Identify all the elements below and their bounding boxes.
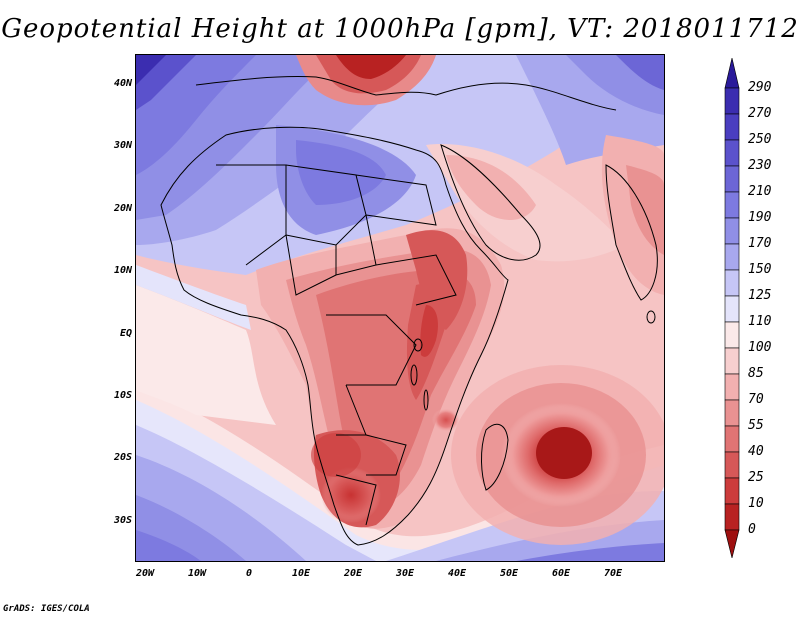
lat-label-10n: 10N [113, 265, 132, 276]
colorbar-level-label: 150 [748, 262, 772, 277]
colorbar-swatch [724, 425, 740, 453]
colorbar-swatch [724, 347, 740, 375]
colorbar-level-label: 270 [748, 106, 772, 121]
lon-label-10w: 10W [187, 568, 207, 579]
colorbar-swatch [724, 399, 740, 427]
colorbar-swatch [724, 139, 740, 167]
colorbar-level-label: 250 [748, 132, 772, 147]
colorbar-swatch [724, 373, 740, 401]
colorbar-swatch [724, 451, 740, 479]
lat-label-20s: 20S [113, 452, 132, 463]
colorbar-swatch [724, 165, 740, 193]
colorbar-swatch [724, 477, 740, 505]
colorbar-top-arrow [724, 58, 740, 89]
lon-label-60e: 60E [551, 568, 571, 579]
colorbar-level-label: 210 [748, 184, 772, 199]
lon-label-50e: 50E [499, 568, 519, 579]
colorbar-swatch [724, 87, 740, 115]
colorbar-level-label: 230 [748, 158, 772, 173]
colorbar-level-label: 0 [748, 522, 756, 537]
lat-label-30n: 30N [113, 140, 132, 151]
colorbar-level-label: 290 [748, 80, 772, 95]
colorbar-swatch [724, 295, 740, 323]
lon-label-0: 0 [245, 568, 253, 579]
lon-label-30e: 30E [395, 568, 415, 579]
colorbar-bottom-arrow [724, 529, 740, 558]
lat-label-20n: 20N [113, 203, 132, 214]
colorbar-level-label: 110 [748, 314, 772, 329]
chart-title: Geopotential Height at 1000hPa [gpm], VT… [1, 14, 799, 44]
lon-label-20e: 20E [343, 568, 363, 579]
coastlines [160, 76, 658, 546]
colorbar-swatch [724, 321, 740, 349]
colorbar-swatch [724, 191, 740, 219]
colorbar-level-label: 40 [748, 444, 764, 459]
colorbar-swatch [724, 113, 740, 141]
colorbar-level-label: 25 [748, 470, 764, 485]
lat-label-eq: EQ [119, 328, 132, 339]
colorbar-swatch [724, 243, 740, 271]
colorbar-level-label: 100 [748, 340, 772, 355]
colorbar-level-label: 55 [748, 418, 764, 433]
colorbar-level-label: 190 [748, 210, 772, 225]
colorbar-level-label: 70 [748, 392, 764, 407]
lat-label-10s: 10S [113, 390, 132, 401]
colorbar-level-label: 10 [748, 496, 764, 511]
colorbar-level-label: 85 [748, 366, 764, 381]
footer-credit: GrADS: IGES/COLA [3, 604, 90, 614]
lon-label-70e: 70E [603, 568, 623, 579]
geopotential-field [136, 55, 664, 561]
lat-label-30s: 30S [113, 515, 132, 526]
colorbar-swatch [724, 503, 740, 531]
lon-label-10e: 10E [291, 568, 311, 579]
colorbar-level-label: 170 [748, 236, 772, 251]
map-panel [135, 54, 665, 562]
lat-label-40n: 40N [113, 78, 132, 89]
colorbar-swatch [724, 269, 740, 297]
colorbar-swatch [724, 217, 740, 245]
lon-label-20w: 20W [135, 568, 155, 579]
lon-label-40e: 40E [447, 568, 467, 579]
colorbar [724, 58, 740, 558]
colorbar-level-label: 125 [748, 288, 772, 303]
